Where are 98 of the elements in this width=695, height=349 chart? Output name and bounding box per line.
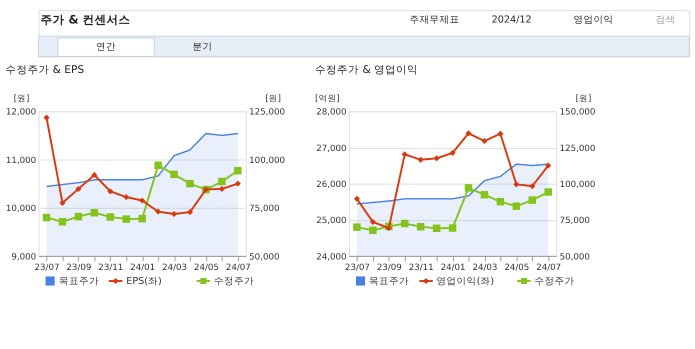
point (106, 213, 114, 221)
point (218, 178, 226, 186)
x-tick-label: 23/09 (66, 262, 92, 273)
point (480, 191, 488, 198)
chart-title: 수정주가 & 영업이익 (315, 64, 418, 76)
legend-label: 목표주가 (369, 276, 410, 287)
y-tick-label: 25,000 (316, 216, 347, 226)
point (42, 214, 50, 222)
point (545, 162, 552, 169)
point (496, 198, 504, 206)
y2-tick-label: 100,000 (560, 180, 596, 190)
point (481, 138, 488, 144)
point (234, 166, 242, 174)
point (497, 130, 504, 137)
y-tick-label: 10,000 (6, 204, 36, 214)
point (529, 183, 536, 190)
y-tick-label: 9,000 (11, 252, 36, 262)
point (386, 225, 392, 232)
point (464, 184, 472, 192)
point (369, 226, 377, 234)
chart-title: 수정주가 & EPS (5, 64, 84, 76)
x-tick-label: 23/07 (34, 262, 60, 273)
point (512, 202, 520, 210)
point (234, 180, 241, 187)
y2-tick-label: 150,000 (560, 108, 596, 118)
y-tick-label: 27,000 (316, 144, 347, 154)
legend-label: 수정주가 (534, 276, 575, 287)
text: 검색 (655, 14, 676, 26)
legend-label: 수정주가 (214, 276, 254, 287)
y2-tick-label: 50,000 (560, 252, 590, 262)
y-axis-title: [억원] (315, 94, 340, 104)
y2-axis-title: [원] (265, 94, 281, 104)
y2-tick-label: 75,000 (249, 204, 280, 214)
point (122, 215, 130, 223)
text: 주가 & 컨센서스 (40, 12, 131, 27)
point (154, 162, 162, 170)
point (75, 186, 82, 192)
y2-tick-label: 50,000 (249, 252, 280, 262)
point (434, 155, 440, 162)
legend-label: 영업이익(좌) (436, 276, 494, 287)
point (90, 209, 98, 216)
y2-tick-label: 100,000 (249, 156, 285, 166)
point (544, 188, 552, 196)
x-tick-label: 24/03 (472, 262, 498, 273)
y-tick-label: 11,000 (6, 156, 36, 166)
point (528, 196, 536, 204)
point (401, 220, 408, 228)
point (513, 181, 520, 188)
legend-label: 목표주가 (58, 276, 99, 287)
text: 주재무제표 (410, 14, 460, 26)
point (370, 218, 376, 225)
point (450, 150, 456, 156)
x-tick-label: 24/03 (162, 262, 188, 273)
y-tick-label: 12,000 (6, 108, 36, 118)
x-tick-label: 24/07 (226, 262, 251, 273)
x-tick-label: 24/05 (194, 262, 219, 273)
x-tick-label: 23/11 (98, 262, 124, 273)
point (58, 218, 66, 226)
point (74, 212, 82, 220)
x-tick-label: 24/07 (536, 262, 562, 273)
y2-tick-label: 75,000 (560, 216, 590, 226)
point (107, 188, 114, 194)
y2-tick-label: 125,000 (249, 108, 285, 118)
y-tick-label: 24,000 (316, 252, 347, 262)
point (186, 209, 194, 216)
point (59, 200, 66, 206)
y2-axis-title: [원] (576, 94, 592, 104)
x-tick-label: 24/05 (504, 262, 530, 273)
point (171, 210, 178, 218)
point (218, 186, 225, 192)
y-tick-label: 26,000 (316, 180, 347, 190)
x-tick-label: 23/07 (344, 262, 370, 273)
y-axis-title: [원] (14, 94, 30, 104)
point (432, 224, 440, 232)
point (402, 151, 408, 158)
point (138, 214, 146, 222)
point (416, 222, 424, 230)
point (91, 172, 98, 178)
text: 2024/12 (492, 14, 532, 26)
point (353, 223, 361, 231)
y-tick-label: 28,000 (316, 108, 347, 118)
y2-tick-label: 125,000 (560, 144, 596, 154)
legend-label: EPS(좌) (126, 276, 162, 287)
x-tick-label: 24/01 (440, 262, 466, 273)
x-tick-label: 24/01 (130, 262, 156, 273)
text: 연간 (96, 42, 116, 53)
point (139, 197, 146, 204)
point (465, 130, 472, 136)
point (186, 180, 194, 188)
text: 영업이익 (574, 14, 614, 26)
point (354, 196, 360, 202)
x-tick-label: 23/09 (376, 262, 402, 273)
x-tick-label: 23/11 (408, 262, 434, 273)
point (170, 170, 178, 178)
text: 분기 (192, 42, 212, 53)
point (448, 224, 456, 232)
point (123, 194, 130, 200)
point (43, 114, 50, 121)
